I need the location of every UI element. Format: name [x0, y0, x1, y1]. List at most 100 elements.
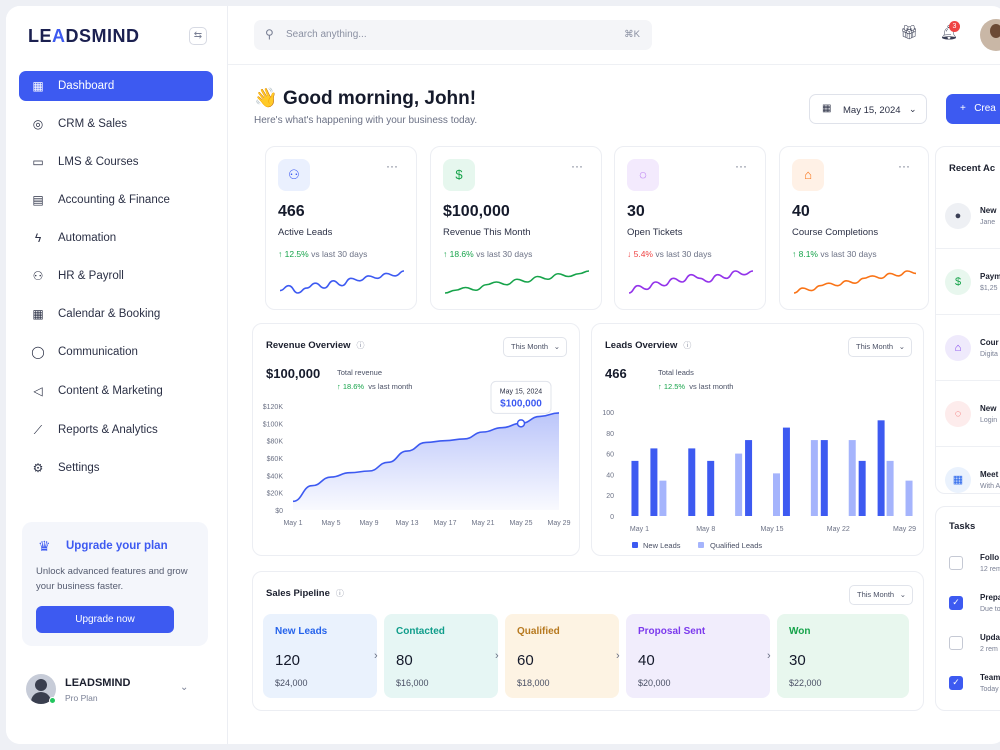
sidebar-item-communication[interactable]: ◯ Communication — [19, 337, 213, 367]
activity-title: New — [980, 206, 997, 215]
user-profile[interactable]: LEADSMIND Pro Plan ⌄ — [26, 670, 206, 710]
chevron-down-icon: ⌄ — [898, 342, 905, 351]
new-leads-bar[interactable] — [707, 460, 715, 516]
megaphone-icon: ◁ — [33, 384, 43, 398]
pipeline-stage[interactable]: Proposal Sent 40 $20,000 — [626, 614, 770, 698]
tooltip-point[interactable] — [516, 419, 526, 428]
x-tick-label: May 15 — [761, 526, 784, 533]
gear-icon: ⚙ — [32, 461, 44, 475]
stat-value: 40 — [792, 203, 810, 220]
qualified-leads-bar[interactable] — [905, 480, 913, 516]
qualified-leads-bar[interactable] — [773, 473, 780, 516]
sidebar-item-content-marketing[interactable]: ◁ Content & Marketing — [19, 376, 213, 406]
qualified-leads-bar[interactable] — [848, 440, 856, 516]
legend-swatch-new-leads — [632, 542, 638, 548]
sidebar-item-lms-courses[interactable]: ▭ LMS & Courses — [19, 147, 213, 177]
new-leads-bar[interactable] — [858, 460, 866, 516]
stat-value: $100,000 — [443, 203, 510, 220]
new-leads-bar[interactable] — [877, 420, 885, 516]
sidebar-item-dashboard[interactable]: ▦ Dashboard — [19, 71, 213, 101]
user-icon: ● — [945, 203, 971, 229]
info-icon[interactable]: ⓘ — [356, 341, 365, 350]
upgrade-now-button[interactable]: Upgrade now — [36, 606, 174, 633]
wallet-icon: ▤ — [32, 193, 44, 207]
leads-filter-select[interactable]: This Month ⌄ — [848, 337, 912, 357]
more-options-icon[interactable]: ··· — [735, 159, 747, 173]
stage-amount: $18,000 — [517, 678, 550, 688]
revenue-total-label: Total revenue — [337, 368, 383, 377]
y-tick-label: $120K — [263, 404, 284, 411]
x-tick-label: May 1 — [283, 520, 302, 527]
task-checkbox[interactable]: ✓ — [949, 596, 963, 610]
more-options-icon[interactable]: ··· — [386, 159, 398, 173]
qualified-leads-bar[interactable] — [810, 440, 818, 516]
stat-card[interactable]: ◌ ··· 30 Open Tickets ↓ 5.4% vs last 30 … — [614, 146, 766, 310]
sidebar-toggle-icon: ⇆ — [193, 30, 203, 41]
sparkline — [279, 270, 405, 294]
x-tick-label: May 21 — [472, 520, 495, 527]
header-divider — [228, 64, 1000, 65]
create-button[interactable]: + Crea — [946, 94, 1000, 124]
qualified-leads-bar[interactable] — [886, 460, 894, 516]
new-leads-bar[interactable] — [688, 448, 696, 516]
more-options-icon[interactable]: ··· — [571, 159, 583, 173]
sales-pipeline-card: Sales Pipeline ⓘ This Month ⌄ New Leads 1… — [252, 571, 924, 711]
graduation-cap-icon: ⌂ — [792, 159, 824, 191]
task-checkbox[interactable] — [949, 556, 963, 570]
sidebar-item-label: LMS & Courses — [58, 156, 139, 168]
info-icon[interactable]: ⓘ — [683, 341, 692, 350]
chevron-down-icon[interactable]: ⌄ — [180, 682, 189, 693]
revenue-change: ↑ 18.6% vs last month — [337, 382, 413, 391]
new-leads-bar[interactable] — [650, 448, 658, 516]
new-leads-bar[interactable] — [782, 427, 790, 516]
tooltip-value: $100,000 — [500, 398, 542, 409]
revenue-filter-select[interactable]: This Month ⌄ — [503, 337, 567, 357]
search-input[interactable]: Search anything... — [286, 29, 367, 40]
new-leads-bar[interactable] — [820, 440, 828, 516]
new-leads-bar[interactable] — [745, 440, 753, 516]
activity-title: Meet — [980, 470, 999, 479]
collapse-sidebar-button[interactable]: ⇆ — [189, 27, 207, 45]
pipeline-stage[interactable]: New Leads 120 $24,000 — [263, 614, 377, 698]
users-icon: ⚇ — [32, 269, 44, 283]
gift-icon[interactable]: 🎁︎ — [900, 24, 918, 40]
stage-amount: $24,000 — [275, 678, 308, 688]
search-bar[interactable]: ⚲ Search anything... ⌘K — [254, 20, 652, 50]
activity-title: Cour — [980, 338, 999, 347]
sparkline — [793, 270, 917, 294]
sidebar-item-settings[interactable]: ⚙ Settings — [19, 453, 213, 483]
chevron-right-icon: › — [495, 650, 499, 662]
upgrade-card: ♛ Upgrade your plan Unlock advanced feat… — [22, 522, 208, 646]
sidebar-item-calendar-booking[interactable]: ▦ Calendar & Booking — [19, 299, 213, 329]
sidebar-item-crm-sales[interactable]: ◎ CRM & Sales — [19, 109, 213, 139]
task-checkbox[interactable]: ✓ — [949, 676, 963, 690]
crown-icon: ♛ — [38, 538, 51, 554]
sidebar-item-automation[interactable]: ϟ Automation — [19, 223, 213, 253]
logo[interactable]: LEADSMIND — [28, 26, 140, 46]
pipeline-stage[interactable]: Won 30 $22,000 — [777, 614, 909, 698]
stage-amount: $16,000 — [396, 678, 429, 688]
stat-card[interactable]: $ ··· $100,000 Revenue This Month ↑ 18.6… — [430, 146, 602, 310]
y-tick-label: 0 — [610, 514, 614, 521]
date-picker[interactable]: ▦ May 15, 2024 ⌄ — [809, 94, 927, 124]
stat-card[interactable]: ⚇ ··· 466 Active Leads ↑ 12.5% vs last 3… — [265, 146, 417, 310]
pipeline-stage[interactable]: Qualified 60 $18,000 — [505, 614, 619, 698]
sidebar-item-hr-payroll[interactable]: ⚇ HR & Payroll — [19, 261, 213, 291]
y-tick-label: $80K — [267, 439, 284, 446]
task-checkbox[interactable] — [949, 636, 963, 650]
sidebar-item-reports-analytics[interactable]: ⟋ Reports & Analytics — [19, 415, 213, 445]
top-avatar[interactable] — [980, 19, 1000, 51]
qualified-leads-bar[interactable] — [735, 453, 743, 516]
stat-label: Revenue This Month — [443, 227, 531, 238]
graduation-cap-icon: ⌂ — [945, 335, 971, 361]
pipeline-filter-select[interactable]: This Month ⌄ — [849, 585, 913, 605]
stat-card[interactable]: ⌂ ··· 40 Course Completions ↑ 8.1% vs la… — [779, 146, 929, 310]
more-options-icon[interactable]: ··· — [898, 159, 910, 173]
qualified-leads-bar[interactable] — [659, 480, 667, 516]
sidebar-item-accounting-finance[interactable]: ▤ Accounting & Finance — [19, 185, 213, 215]
new-leads-bar[interactable] — [631, 460, 639, 516]
info-icon[interactable]: ⓘ — [335, 589, 344, 598]
pipeline-stage[interactable]: Contacted 80 $16,000 — [384, 614, 498, 698]
divider — [936, 314, 1000, 315]
y-tick-label: 40 — [606, 472, 614, 479]
